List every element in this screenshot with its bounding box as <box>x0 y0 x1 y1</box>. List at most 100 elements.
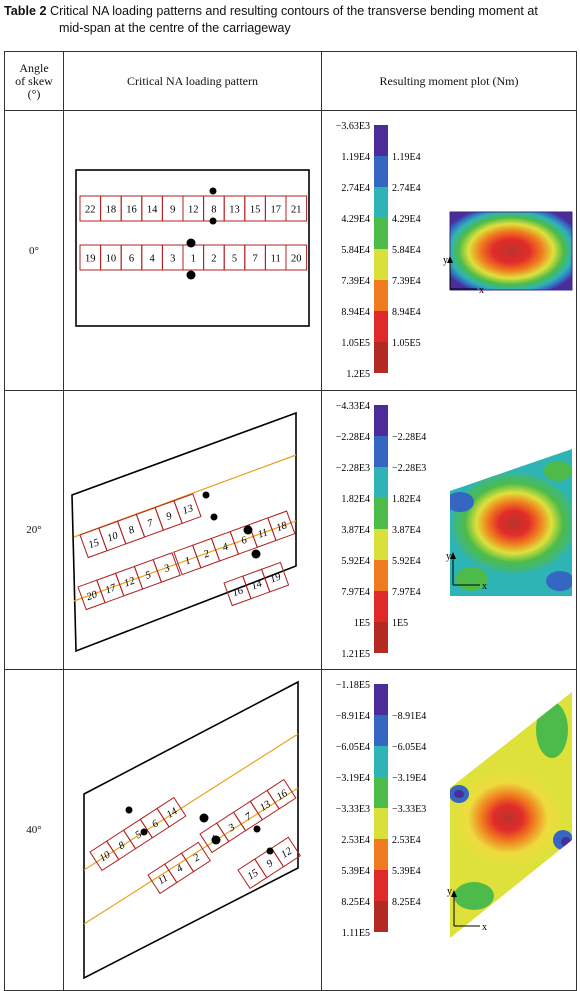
load-box-label: 18 <box>106 205 117 216</box>
load-box-label: 14 <box>165 806 180 821</box>
legend-swatch <box>374 187 388 218</box>
load-box-label: 15 <box>246 868 261 883</box>
load-box-label: 12 <box>188 205 199 216</box>
load-box-label: 11 <box>257 527 270 541</box>
load-box: 4 <box>141 244 163 271</box>
legend-value-right: 1.05E5 <box>392 338 421 349</box>
legend-value-right: 7.97E4 <box>392 587 421 598</box>
angle-cell: 0° <box>4 110 64 391</box>
load-box-label: 8 <box>211 205 216 216</box>
lower-left-group: 11 42 <box>147 841 211 895</box>
load-box-label: 11 <box>271 254 281 265</box>
wheel-dot <box>209 187 217 195</box>
load-box: 16 <box>120 195 143 222</box>
legend-swatch <box>374 249 388 280</box>
load-box-label: 13 <box>181 503 195 517</box>
y-axis-label: y <box>447 886 452 897</box>
legend-value-left: 5.92E4 <box>341 556 370 567</box>
header-moment: Resulting moment plot (Nm) <box>321 51 577 111</box>
load-box: 13 <box>173 493 202 524</box>
legend-value-left: 1.05E5 <box>341 338 370 349</box>
y-axis-label: y <box>446 551 451 562</box>
contour-plot <box>449 211 573 291</box>
header-angle-line3: (°) <box>27 86 41 101</box>
legend-value-left: −3.33E3 <box>336 804 370 815</box>
wheel-dot <box>125 806 133 814</box>
x-axis-label: x <box>482 581 487 592</box>
moment-cell: −1.18E5 −8.91E4 −6.05E4 −3.19E4 −3.33E3 2.53E… <box>321 669 577 991</box>
load-box-label: 1 <box>191 254 196 265</box>
load-box-label: 13 <box>258 799 273 814</box>
y-axis-label: y <box>443 255 448 266</box>
legend-swatch <box>374 436 388 467</box>
legend-value-right: 5.84E4 <box>392 245 421 256</box>
load-box: 18 <box>267 510 296 542</box>
load-box: 19 <box>260 561 290 593</box>
legend-swatch <box>374 311 388 342</box>
load-box: 6 <box>120 244 143 271</box>
load-box-label: 10 <box>106 254 117 265</box>
y-axis-arrowhead <box>447 256 453 263</box>
load-box: 3 <box>161 244 184 271</box>
caption-text: Critical NA loading patterns and resulti… <box>49 4 538 18</box>
legend-swatch <box>374 901 388 932</box>
load-box: 17 <box>264 195 287 222</box>
load-box: 11 <box>147 863 178 895</box>
load-box-label: 5 <box>144 570 153 582</box>
legend-value-left: 2.53E4 <box>341 835 370 846</box>
header-angle-line1: Angle <box>19 60 49 75</box>
load-box: 14 <box>242 568 271 600</box>
load-box-label: 9 <box>265 858 276 870</box>
load-box-label: 10 <box>98 849 113 864</box>
legend-swatch <box>374 808 388 839</box>
top-lane: 22 18 16 14 9 12 8 13 15 17 21 <box>79 195 308 222</box>
load-box: 22 <box>79 195 102 222</box>
legend-swatch <box>374 156 388 187</box>
load-box-label: 21 <box>291 205 302 216</box>
load-box: 12 <box>270 836 301 868</box>
legend-value-right: 3.87E4 <box>392 525 421 536</box>
legend-value-right: 8.94E4 <box>392 307 421 318</box>
legend-value-right: −3.19E4 <box>392 773 426 784</box>
load-box: 13 <box>223 195 246 222</box>
load-box-label: 7 <box>146 517 155 529</box>
legend-value-right: −8.91E4 <box>392 711 426 722</box>
load-box: 1 <box>182 244 205 271</box>
legend-swatch <box>374 622 388 653</box>
header-pattern: Critical NA loading pattern <box>63 51 322 111</box>
legend-swatch <box>374 870 388 901</box>
wheel-dot <box>253 825 261 833</box>
legend-value-left: 1E5 <box>354 618 370 629</box>
legend-value-right: −6.05E4 <box>392 742 426 753</box>
load-box-label: 3 <box>170 254 175 265</box>
header-row: Angle of skew (°) Critical NA loading pa… <box>4 51 577 111</box>
legend-value-right: 1.82E4 <box>392 494 421 505</box>
load-box-label: 9 <box>165 511 174 523</box>
legend-value-left: 1.19E4 <box>341 152 370 163</box>
load-box-label: 22 <box>85 205 96 216</box>
moment-plot-20: −4.33E4 −2.28E4 −2.28E3 1.82E4 3.87E4 5.92E4 7… <box>336 401 572 660</box>
load-box: 12 <box>114 565 144 597</box>
wheel-dot <box>186 270 196 280</box>
legend-value-left: 8.94E4 <box>341 307 370 318</box>
load-box-label: 5 <box>232 254 237 265</box>
wheel-dot <box>211 835 221 845</box>
load-box-label: 17 <box>104 582 118 596</box>
load-box: 8 <box>203 195 225 222</box>
load-box: 5 <box>133 558 163 590</box>
table-row: 0° 22 18 16 14 9 12 8 13 15 17 21 19 10 6 4 3 1 2 5 7 11 20 … <box>4 110 577 391</box>
legend-swatch <box>374 777 388 808</box>
load-box: 5 <box>122 818 153 850</box>
load-box-label: 20 <box>291 254 302 265</box>
load-box-label: 19 <box>85 254 96 265</box>
wheel-dot <box>209 217 217 225</box>
legend-swatch <box>374 342 388 373</box>
load-box-label: 2 <box>192 852 203 864</box>
legend-value-right: 5.39E4 <box>392 866 421 877</box>
legend-swatch <box>374 405 388 436</box>
legend-value-left: 1.21E5 <box>341 649 370 660</box>
legend-value-right: 7.39E4 <box>392 276 421 287</box>
